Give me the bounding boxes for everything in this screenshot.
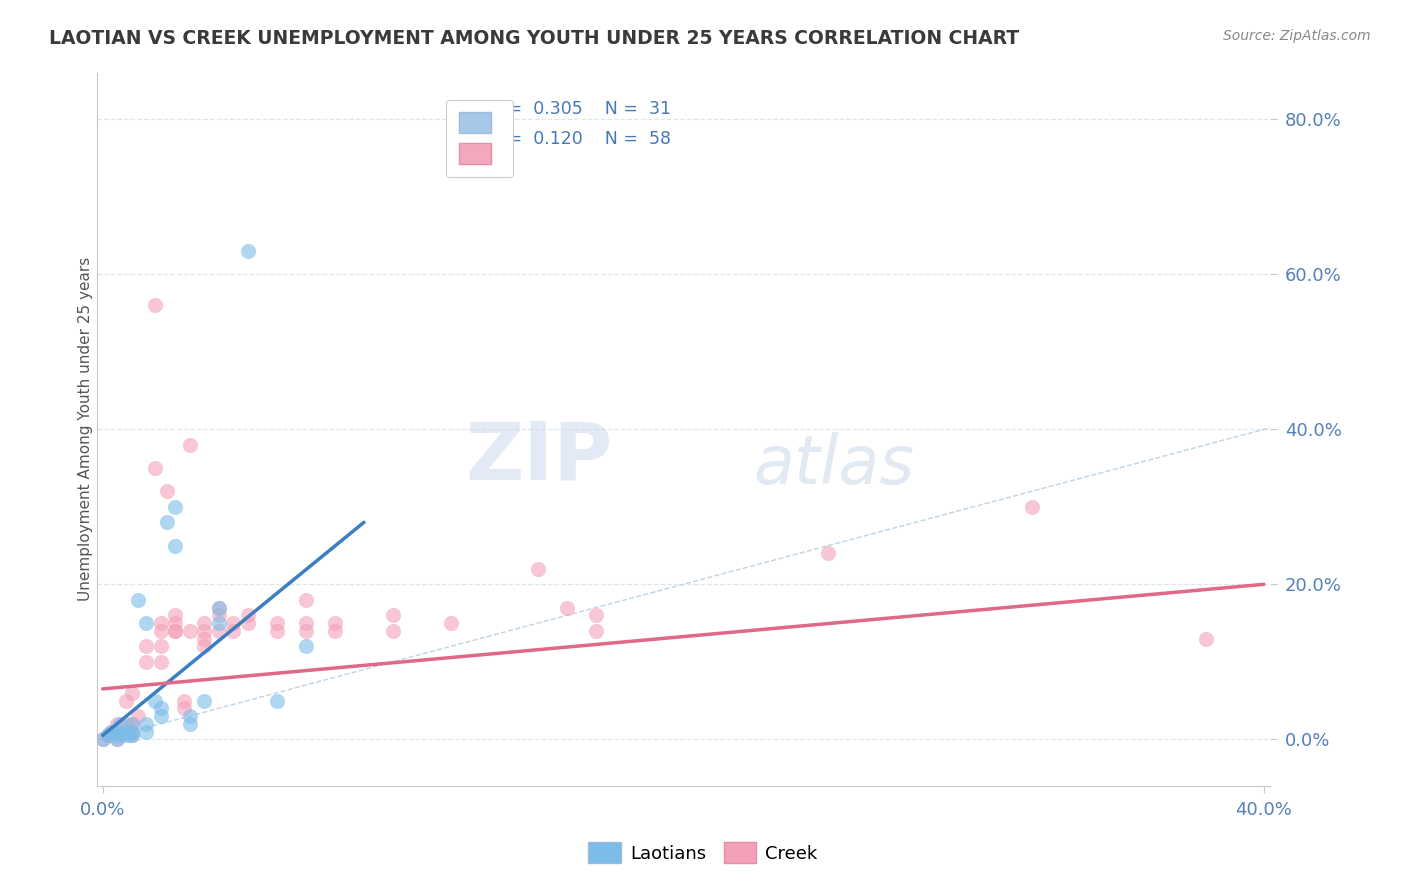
Point [165,539,187,553]
Point [127,592,149,607]
Point [155,516,177,530]
Point [115,724,138,739]
Y-axis label: Unemployment Among Youth under 25 years: Unemployment Among Youth under 25 years [79,257,93,601]
Point [121,724,143,739]
Point [149,640,172,654]
Point [91,732,114,747]
Point [149,615,172,630]
Text: R =  0.305    N =  31: R = 0.305 N = 31 [489,100,671,118]
Point [1021,500,1043,514]
Point [585,624,607,638]
Point [266,615,288,630]
Point [127,709,149,723]
Point [236,615,259,630]
Point [193,624,215,638]
Point [1195,632,1218,646]
Point [295,615,318,630]
Point [135,716,157,731]
Point [105,732,128,747]
Point [585,608,607,623]
Point [105,724,128,739]
Point [115,693,138,707]
Point [100,724,122,739]
Point [121,686,143,700]
Point [97,728,120,742]
Point [100,724,122,739]
Point [118,728,141,742]
Text: atlas: atlas [754,432,915,498]
Point [208,608,231,623]
Point [381,624,404,638]
Point [193,693,215,707]
Point [121,728,143,742]
Point [143,693,166,707]
Legend: , : , [446,100,513,177]
Point [323,624,346,638]
Point [149,701,172,715]
Point [179,438,201,452]
Point [236,608,259,623]
Point [193,632,215,646]
Text: LAOTIAN VS CREEK UNEMPLOYMENT AMONG YOUTH UNDER 25 YEARS CORRELATION CHART: LAOTIAN VS CREEK UNEMPLOYMENT AMONG YOUT… [49,29,1019,47]
Point [236,244,259,259]
Point [115,716,138,731]
Point [222,615,245,630]
Point [121,724,143,739]
Point [193,640,215,654]
Point [179,716,201,731]
Point [105,716,128,731]
Text: ZIP: ZIP [465,419,613,497]
Point [155,484,177,499]
Point [295,640,318,654]
Point [817,546,839,560]
Point [165,624,187,638]
Point [208,600,231,615]
Point [121,716,143,731]
Point [295,592,318,607]
Point [135,640,157,654]
Point [149,624,172,638]
Point [323,615,346,630]
Point [108,716,131,731]
Point [179,709,201,723]
Point [149,709,172,723]
Point [208,624,231,638]
Point [121,716,143,731]
Point [111,728,134,742]
Point [173,701,195,715]
Point [527,562,550,576]
Point [165,615,187,630]
Point [97,728,120,742]
Point [165,624,187,638]
Text: Source: ZipAtlas.com: Source: ZipAtlas.com [1223,29,1371,43]
Point [440,615,463,630]
Point [135,655,157,669]
Point [555,600,578,615]
Point [143,461,166,475]
Point [135,615,157,630]
Point [179,624,201,638]
Point [295,624,318,638]
Point [105,732,128,747]
Point [193,615,215,630]
Point [222,624,245,638]
Point [266,693,288,707]
Point [173,693,195,707]
Legend: Laotians, Creek: Laotians, Creek [579,833,827,872]
Point [135,724,157,739]
Point [121,728,143,742]
Point [381,608,404,623]
Point [266,624,288,638]
Point [91,732,114,747]
Text: R =  0.120    N =  58: R = 0.120 N = 58 [489,130,671,148]
Point [165,608,187,623]
Point [143,298,166,312]
Point [208,615,231,630]
Point [149,655,172,669]
Point [208,600,231,615]
Point [165,500,187,514]
Point [105,724,128,739]
Point [105,728,128,742]
